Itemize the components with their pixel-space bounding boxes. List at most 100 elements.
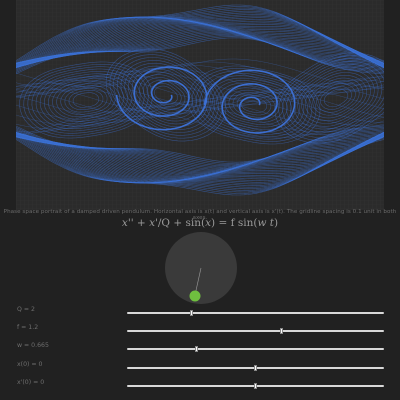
trajectory-line [31,68,141,132]
trajectory-line [308,77,364,119]
slider-thumb[interactable] [189,310,193,316]
trajectory-line [16,58,384,88]
trajectory-line [16,100,384,130]
trajectory-line [195,70,313,140]
trajectory-line [320,86,352,110]
slider-label: w = 0.665 [17,342,49,349]
slider-track[interactable] [127,346,384,352]
trajectory-line [131,68,201,122]
trajectory-line [316,83,356,113]
trajectory-line [232,92,276,118]
trajectory-line [146,79,186,111]
slider-x0[interactable]: x(0) = 0 [0,361,400,375]
equation-var-x: x [121,217,128,229]
trajectory-line [16,139,384,196]
trajectory-line [39,73,133,127]
trajectory-line [16,64,384,94]
trajectory-line [48,78,124,122]
trajectory-line [216,82,292,128]
trajectory-line [23,64,149,136]
trajectory-line [16,97,384,127]
slider-v0[interactable]: x'(0) = 0 [0,379,400,393]
slider-track[interactable] [127,310,384,316]
trajectory-line [240,97,268,113]
trajectory-line [64,87,108,113]
slider-label: f = 1.2 [17,324,39,331]
slider-w[interactable]: w = 0.665 [0,342,400,356]
pendulum-rod [194,267,202,296]
trajectory-line [135,71,197,119]
trajectory-line [105,48,227,142]
trajectory-line [16,4,384,61]
trajectory-line [282,58,384,138]
trajectory-line [297,69,375,127]
trajectory-line [224,87,284,123]
trajectory-line [16,91,384,121]
phase-space-plot [16,0,384,210]
equation-text: '/Q + sin( [154,217,206,229]
pendulum-canvas [165,232,237,304]
trajectory-line [312,80,360,116]
trajectory-line [16,76,384,106]
slider-thumb[interactable] [194,346,198,352]
trajectory-line [16,103,384,133]
equation-text: '' + [127,217,150,229]
trajectory-lines [16,4,384,196]
trajectory-line [278,55,384,141]
trajectory-line [187,65,321,145]
trajectory-line [16,79,384,109]
trajectory-line [16,67,384,97]
trajectory-line [19,61,153,139]
trajectory-line [293,66,379,130]
trajectory-line [203,69,296,134]
pendulum-bob[interactable] [189,290,201,302]
slider-thumb[interactable] [254,365,257,371]
trajectory-line [16,85,384,115]
trajectory-line [16,88,384,118]
trajectory-line [16,61,384,91]
trajectory-line [16,70,384,100]
trajectory-line [27,66,145,134]
slider-label: Q = 2 [17,306,35,313]
trajectory-line [68,90,104,110]
trajectory-line [52,80,120,120]
equation-var-x: x [149,217,155,229]
equation-var-wt: w t [257,217,274,229]
trajectory-line [72,92,100,108]
trajectory-line [16,94,384,124]
trajectory-line [323,88,349,108]
equation: x'' + x'/Q + sin(x) = f sin(w t) [0,217,400,229]
slider-track[interactable] [127,328,384,334]
equation-text: ) = f sin( [211,217,258,229]
trajectory-line [150,82,182,108]
trajectory-line [304,75,368,121]
trajectory-line [236,94,272,116]
equation-var-x: x [205,217,212,229]
trajectory-line [120,60,212,130]
trajectory-line [285,60,384,136]
trajectory-line [204,75,304,135]
slider-thumb[interactable] [279,328,283,334]
equation-text: ) [273,217,279,229]
phase-space-canvas [16,0,384,210]
trajectory-line [16,109,384,139]
trajectory-line [109,51,223,139]
slider-thumb[interactable] [254,383,257,389]
slider-track[interactable] [127,383,384,389]
trajectory-line [43,75,129,125]
trajectory-line [16,82,384,112]
trajectory-line [16,106,384,136]
trajectory-line [274,52,384,144]
slider-label: x'(0) = 0 [17,379,45,386]
slider-label: x(0) = 0 [17,361,43,368]
slider-track[interactable] [127,365,384,371]
pendulum-view [164,231,238,305]
trajectory-line [56,82,116,118]
slider-q[interactable]: Q = 2 [0,306,400,320]
trajectory-line [289,63,383,133]
trajectory-line [16,73,384,103]
plot-caption: Phase space portrait of a damped driven … [3,209,397,221]
slider-f[interactable]: f = 1.2 [0,324,400,338]
trajectory-line [301,72,371,124]
trajectory-line [115,66,208,131]
